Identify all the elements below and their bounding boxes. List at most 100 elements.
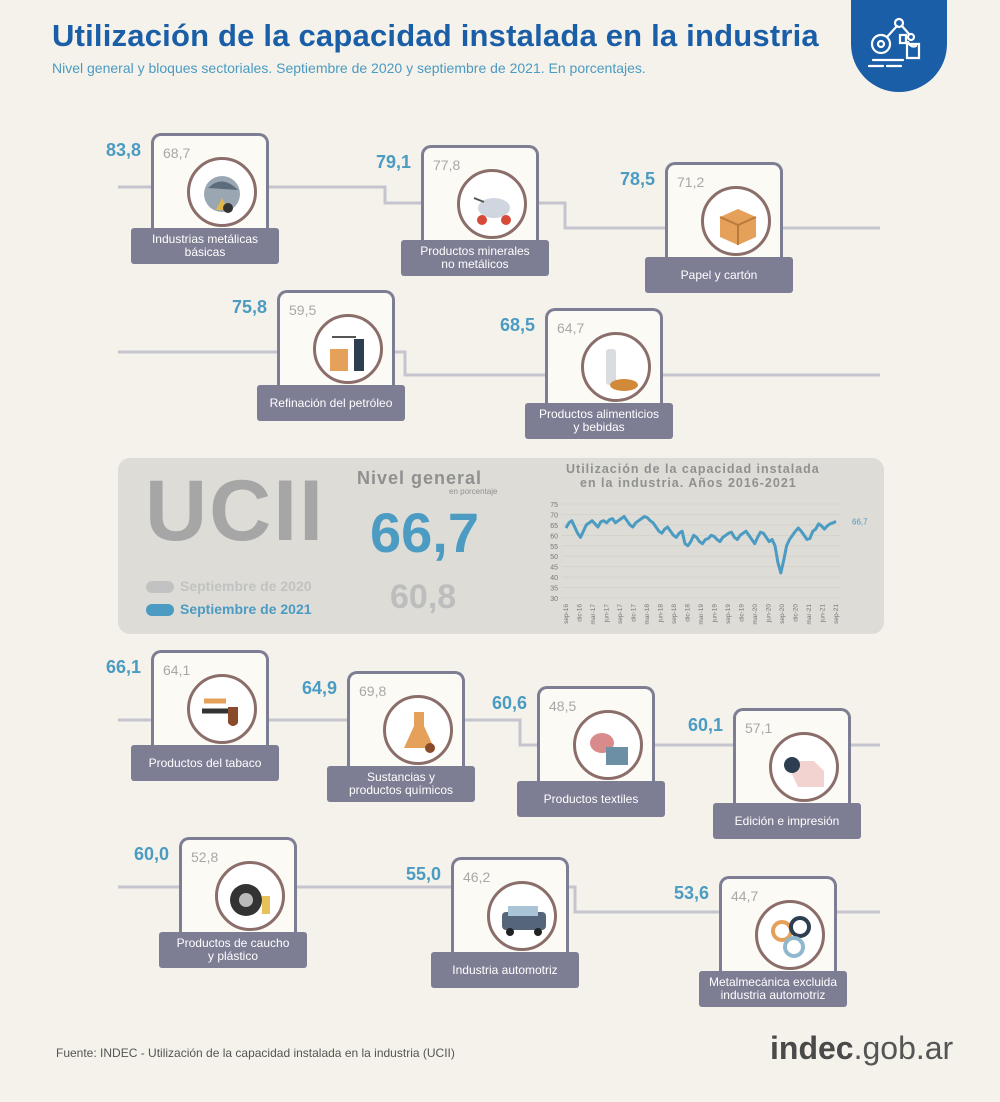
x-tick-label: jun-21 [820, 604, 827, 623]
x-tick-label: sep-21 [833, 604, 840, 624]
x-tick-label: mar-18 [644, 604, 651, 625]
value-2020: 64,7 [557, 320, 585, 336]
general-value-2020: 60,8 [390, 578, 457, 616]
x-tick-label: mar-19 [698, 604, 705, 625]
x-tick-label: sep-19 [725, 604, 732, 624]
value-2021: 55,0 [405, 864, 441, 884]
value-2021: 60,1 [687, 715, 723, 735]
sector-label-line: básicas [184, 245, 226, 259]
legend-2020: Septiembre de 2020 [146, 578, 312, 594]
x-tick-label: dic-20 [793, 604, 800, 622]
y-tick-label: 40 [550, 575, 558, 582]
value-2021: 83,8 [105, 140, 141, 160]
sector-label-line: Productos del tabaco [148, 755, 262, 770]
x-tick-label: dic-16 [577, 604, 584, 622]
y-tick-label: 55 [550, 544, 558, 551]
value-2021: 60,6 [491, 693, 527, 713]
sector-label: Productos minerales no metálicos [401, 240, 549, 276]
sector-label-line: industria automotriz [720, 988, 826, 1002]
value-2020: 52,8 [191, 849, 219, 865]
value-2020: 48,5 [549, 698, 577, 714]
value-2020: 59,5 [289, 302, 317, 318]
series-line [564, 515, 837, 575]
sector-label: Productos alimenticios y bebidas [525, 403, 673, 439]
truck-icon [487, 881, 557, 951]
y-tick-label: 65 [550, 523, 558, 530]
sector-label-line: Edición e impresión [734, 813, 840, 828]
chart-title: Utilización de la capacidad instalada en… [566, 462, 820, 490]
general-level-label: Nivel general [357, 468, 483, 488]
sector-label-line: Productos textiles [543, 791, 639, 806]
chart-title-line: Utilización de la capacidad instalada [566, 462, 820, 476]
sector-label-line: Metalmecánica excluida [708, 975, 838, 989]
sector-label: Industria automotriz [431, 952, 579, 988]
value-2020: 69,8 [359, 683, 387, 699]
x-tick-label: sep-20 [779, 604, 786, 624]
paper-roll-icon [769, 732, 839, 802]
sector-label-line: Industria automotriz [452, 962, 558, 977]
legend-2021: Septiembre de 2021 [146, 601, 312, 617]
sector-label-line: Papel y cartón [680, 267, 758, 282]
y-tick-label: 35 [550, 586, 558, 593]
chart-title-line: en la industria. Años 2016-2021 [580, 476, 797, 490]
y-tick-label: 50 [550, 554, 558, 561]
sector-label: Edición e impresión [713, 803, 861, 839]
metal-ladle-icon [187, 157, 257, 227]
general-level-unit: en porcentaje [449, 487, 498, 496]
value-2020: 64,1 [163, 662, 191, 678]
end-value-label: 66,7 [852, 517, 868, 526]
value-2021: 79,1 [375, 152, 411, 172]
sector-label-line: Productos minerales [420, 244, 530, 258]
value-2021: 60,0 [133, 844, 169, 864]
page-title: Utilización de la capacidad instalada en… [52, 18, 819, 53]
value-2021: 68,5 [499, 315, 535, 335]
industry-robot-icon [851, 0, 947, 92]
refinery-icon [313, 314, 383, 384]
x-tick-label: jun-19 [712, 604, 719, 623]
y-tick-label: 60 [550, 533, 558, 540]
value-2021: 78,5 [619, 169, 655, 189]
sector-label-line: Productos de caucho [176, 936, 290, 950]
sector-label: Industrias metálicas básicas [131, 228, 279, 264]
value-2021: 53,6 [673, 883, 709, 903]
sector-label: Productos del tabaco [131, 745, 279, 781]
sector-label-line: Industrias metálicas [151, 232, 259, 246]
legend-label-2020: Septiembre de 2020 [180, 578, 312, 594]
x-tick-label: mar-20 [752, 604, 759, 625]
x-tick-label: sep-16 [563, 604, 570, 624]
value-2020: 44,7 [731, 888, 759, 904]
x-tick-label: mar-17 [590, 604, 597, 625]
x-tick-label: dic-17 [631, 604, 638, 622]
sector-label-line: Sustancias y [366, 770, 436, 784]
ucii-acronym: UCII [145, 463, 325, 559]
value-2020: 71,2 [677, 174, 705, 190]
sector-label: Productos de caucho y plástico [159, 932, 307, 968]
indec-logo: indec.gob.ar [770, 1030, 954, 1066]
ucii-line-chart: 30 35 40 45 50 55 60 65 70 75 sep-16 dic-16 mar-17 ju… [550, 502, 868, 625]
value-2020: 68,7 [163, 145, 191, 161]
x-tick-label: jun-18 [658, 604, 665, 623]
y-tick-label: 70 [550, 512, 558, 519]
y-tick-label: 30 [550, 596, 558, 603]
value-2020: 46,2 [463, 869, 491, 885]
value-2021: 75,8 [231, 297, 267, 317]
sector-label-line: no metálicos [441, 257, 509, 271]
sector-label-line: y plástico [207, 949, 259, 963]
x-tick-label: jun-17 [604, 604, 611, 623]
flask-icon [383, 695, 453, 765]
x-tick-label: sep-18 [671, 604, 678, 624]
sector-label: Refinación del petróleo [257, 385, 405, 421]
cardboard-box-icon [701, 186, 771, 256]
textile-icon [573, 710, 643, 780]
x-tick-label: sep-17 [617, 604, 624, 624]
x-tick-label: dic-18 [685, 604, 692, 622]
sector-label-line: y bebidas [573, 420, 625, 434]
source-note: Fuente: INDEC - Utilización de la capaci… [56, 1046, 455, 1060]
x-tick-label: jun-20 [766, 604, 773, 623]
legend-label-2021: Septiembre de 2021 [180, 601, 312, 617]
legend-swatch-2021 [146, 604, 174, 617]
page-subtitle: Nivel general y bloques sectoriales. Sep… [52, 60, 646, 76]
value-2020: 77,8 [433, 157, 461, 173]
sector-label: Productos textiles [517, 781, 665, 817]
cement-mixer-icon [457, 169, 527, 239]
